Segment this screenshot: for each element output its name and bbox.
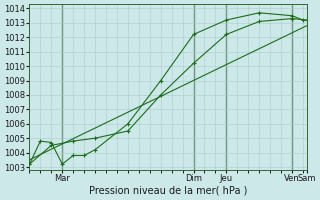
- X-axis label: Pression niveau de la mer( hPa ): Pression niveau de la mer( hPa ): [89, 186, 247, 196]
